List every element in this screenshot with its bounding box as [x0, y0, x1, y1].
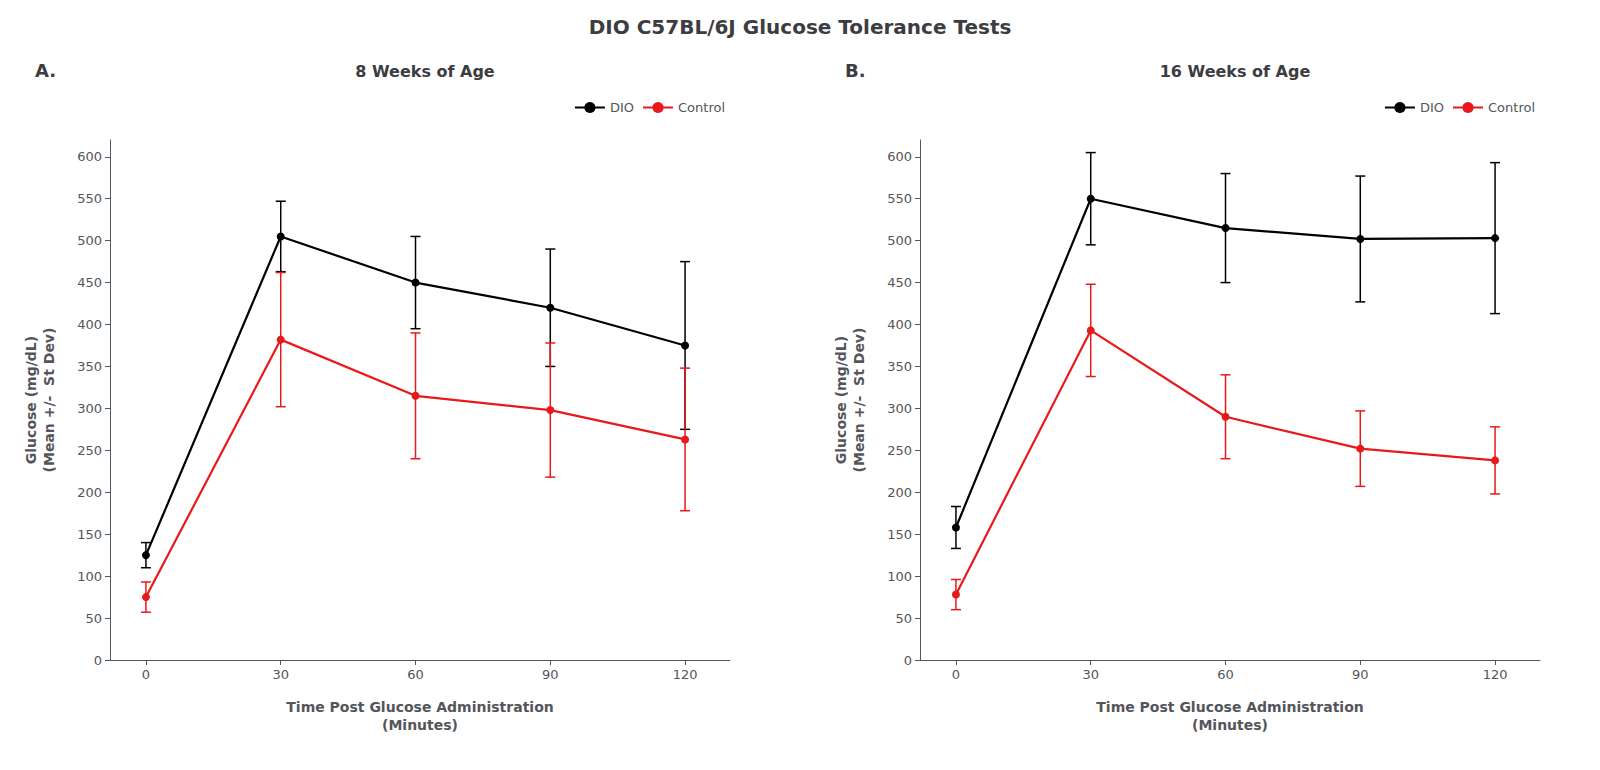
svg-text:400: 400	[77, 317, 102, 332]
svg-text:300: 300	[887, 401, 912, 416]
svg-text:Time Post Glucose Administrati: Time Post Glucose Administration	[1096, 699, 1363, 715]
svg-text:0: 0	[952, 667, 960, 682]
svg-text:Control: Control	[1488, 100, 1535, 115]
svg-text:Control: Control	[678, 100, 725, 115]
svg-text:100: 100	[77, 569, 102, 584]
svg-text:DIO C57BL/6J Glucose Tolerance: DIO C57BL/6J Glucose Tolerance Tests	[589, 15, 1012, 39]
svg-text:90: 90	[542, 667, 559, 682]
svg-text:8 Weeks of Age: 8 Weeks of Age	[355, 62, 495, 81]
svg-text:30: 30	[1082, 667, 1099, 682]
svg-text:350: 350	[887, 359, 912, 374]
svg-text:90: 90	[1352, 667, 1369, 682]
svg-text:250: 250	[77, 443, 102, 458]
svg-text:250: 250	[887, 443, 912, 458]
svg-text:500: 500	[887, 233, 912, 248]
svg-text:200: 200	[887, 485, 912, 500]
svg-text:30: 30	[272, 667, 289, 682]
svg-text:550: 550	[887, 191, 912, 206]
svg-text:0: 0	[142, 667, 150, 682]
svg-text:DIO: DIO	[610, 100, 634, 115]
svg-text:16 Weeks of Age: 16 Weeks of Age	[1160, 62, 1311, 81]
svg-text:DIO: DIO	[1420, 100, 1444, 115]
svg-text:Glucose (mg/dL): Glucose (mg/dL)	[23, 336, 39, 464]
svg-text:400: 400	[887, 317, 912, 332]
svg-text:50: 50	[85, 611, 102, 626]
svg-text:120: 120	[1483, 667, 1508, 682]
svg-text:(Minutes): (Minutes)	[1192, 717, 1268, 733]
svg-text:150: 150	[887, 527, 912, 542]
svg-text:B.: B.	[845, 60, 866, 81]
svg-text:150: 150	[77, 527, 102, 542]
svg-text:(Mean +/- St Dev): (Mean +/- St Dev)	[851, 328, 867, 473]
svg-text:600: 600	[887, 149, 912, 164]
svg-text:60: 60	[407, 667, 424, 682]
svg-text:500: 500	[77, 233, 102, 248]
svg-text:450: 450	[77, 275, 102, 290]
svg-text:550: 550	[77, 191, 102, 206]
svg-text:Glucose (mg/dL): Glucose (mg/dL)	[833, 336, 849, 464]
svg-text:120: 120	[673, 667, 698, 682]
svg-text:A.: A.	[35, 60, 56, 81]
svg-text:(Minutes): (Minutes)	[382, 717, 458, 733]
svg-text:100: 100	[887, 569, 912, 584]
svg-text:200: 200	[77, 485, 102, 500]
svg-text:0: 0	[94, 653, 102, 668]
svg-text:300: 300	[77, 401, 102, 416]
svg-text:(Mean +/- St Dev): (Mean +/- St Dev)	[41, 328, 57, 473]
svg-text:350: 350	[77, 359, 102, 374]
svg-text:600: 600	[77, 149, 102, 164]
svg-text:450: 450	[887, 275, 912, 290]
svg-text:50: 50	[895, 611, 912, 626]
svg-text:Time Post Glucose Administrati: Time Post Glucose Administration	[286, 699, 553, 715]
svg-text:60: 60	[1217, 667, 1234, 682]
svg-text:0: 0	[904, 653, 912, 668]
